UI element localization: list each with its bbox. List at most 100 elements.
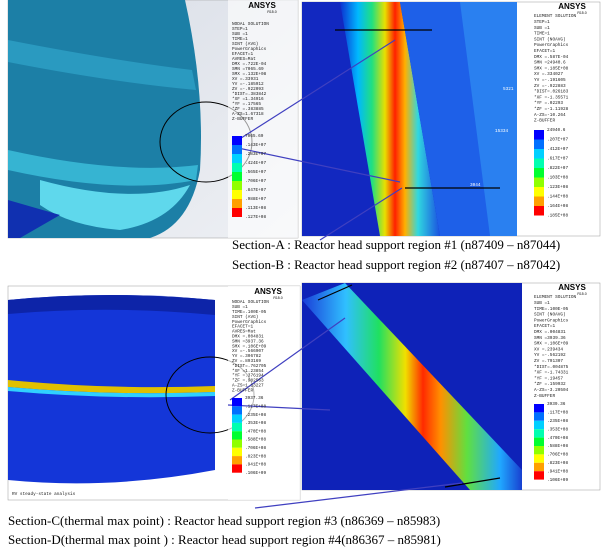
logo: ANSYS xyxy=(248,1,276,10)
legend-label: .941E+08 xyxy=(547,469,568,474)
solution-info: *ZF =-1.11928 xyxy=(534,107,569,112)
legend-swatch xyxy=(232,190,242,199)
legend-label: .941E+08 xyxy=(245,463,266,468)
solution-info: SMX =.132E+08 xyxy=(232,72,267,77)
legend-swatch xyxy=(232,154,242,163)
legend-swatch xyxy=(534,139,544,149)
legend-label: .106E+09 xyxy=(245,471,266,476)
solution-info: STEP=1 xyxy=(534,20,550,25)
legend-swatch xyxy=(232,422,242,432)
solution-info: NODAL SOLUTION xyxy=(232,22,269,27)
node-label: 5321 xyxy=(503,87,514,92)
solution-info: XV =.239434 xyxy=(534,347,563,352)
solution-info: *ZF =.383885 xyxy=(232,107,264,112)
legend-swatch xyxy=(534,404,544,413)
solution-info: SUB =1 xyxy=(232,32,248,37)
legend-swatch xyxy=(232,172,242,181)
solution-info: STEP=1 xyxy=(232,27,248,32)
legend-label: .143E+07 xyxy=(245,143,266,148)
solution-info: *ZF =.982563 xyxy=(232,379,264,384)
legend-label: .706E+08 xyxy=(245,446,266,451)
legend-label: .706E+08 xyxy=(547,453,568,458)
solution-info: SMN =3939.36 xyxy=(534,336,566,341)
solution-info: SUB =1 xyxy=(232,305,248,310)
legend-swatch xyxy=(232,163,242,172)
solution-info: PowerGraphics xyxy=(232,320,267,325)
legend-swatch xyxy=(534,420,544,430)
legend-swatch xyxy=(534,130,544,140)
legend-label: .235E+08 xyxy=(547,419,568,424)
legend-swatch xyxy=(232,406,242,415)
solution-info: EFACET=1 xyxy=(534,49,555,54)
legend-swatch xyxy=(534,437,544,446)
solution-info: *XF =1.23854 xyxy=(232,369,264,374)
solution-info: SINT (AVG) xyxy=(232,315,258,320)
solution-info: *DIST=.762705 xyxy=(232,364,267,369)
caption: Section-A : Reactor head support region … xyxy=(232,237,560,252)
solution-info: XV =-.566907 xyxy=(232,349,264,354)
legend-swatch xyxy=(534,462,544,472)
legend-label: .470E+08 xyxy=(547,436,568,441)
caption: Section-B : Reactor head support region … xyxy=(232,257,560,272)
solution-info: YV =-.562192 xyxy=(534,353,566,358)
solution-info: *XF =-1.74331 xyxy=(534,371,569,376)
legend-label: .353E+08 xyxy=(245,421,266,426)
legend-label: .353E+08 xyxy=(547,427,568,432)
solution-info: ZV =.893169 xyxy=(232,359,261,364)
solution-info: *ZF =.159932 xyxy=(534,382,566,387)
legend-label: 7065.69 xyxy=(245,134,264,139)
solution-info: A-ZS=1.67318 xyxy=(232,112,264,117)
solution-info: YV =.306782 xyxy=(232,354,261,359)
solution-info: Z-BUFFER xyxy=(534,119,555,124)
legend-label: .424E+07 xyxy=(245,161,266,166)
solution-info: ZV =.791307 xyxy=(534,359,563,364)
pointer-lines xyxy=(227,39,463,509)
solution-info: *DIST=.383842 xyxy=(232,92,267,97)
solution-info: SUB =1 xyxy=(534,26,550,31)
version: R15.0 xyxy=(577,11,586,15)
solution-info: DMX =.587E-04 xyxy=(534,55,569,60)
solution-info: *YF =.376194 xyxy=(232,374,264,379)
solution-info: PowerGraphics xyxy=(534,43,569,48)
version: R15.0 xyxy=(267,10,276,14)
solution-info: YV =-.191605 xyxy=(534,78,566,83)
solution-info: Z-BUFFER xyxy=(534,394,555,399)
legend-swatch xyxy=(232,208,242,217)
legend-swatch xyxy=(232,398,242,407)
legend-swatch xyxy=(232,181,242,190)
legend-label: .617E+07 xyxy=(547,157,568,162)
legend-swatch xyxy=(534,412,544,421)
legend-swatch xyxy=(534,168,544,178)
legend-label: .588E+08 xyxy=(547,444,568,449)
solution-info: SMX =.106E+09 xyxy=(534,342,569,347)
node-label: 15334 xyxy=(495,129,509,134)
legend-swatch xyxy=(232,145,242,154)
solution-info: SINT (AVG) xyxy=(232,42,258,47)
legend-swatch xyxy=(534,454,544,463)
legend-label: .823E+08 xyxy=(547,461,568,466)
legend-label: .565E+07 xyxy=(245,170,266,175)
solution-info: ZV =-.922093 xyxy=(232,87,264,92)
solution-info: ELEMENT SOLUTION xyxy=(534,295,577,300)
logo: ANSYS xyxy=(558,283,586,292)
solution-info: A-ZS=-3.20504 xyxy=(534,388,569,393)
legend-label: .588E+08 xyxy=(245,438,266,443)
legend-label: .113E+08 xyxy=(245,206,266,211)
solution-info: *YF =.02293 xyxy=(534,101,563,106)
solution-info: YV =-.185912 xyxy=(232,82,264,87)
solution-info: XV =.33931 xyxy=(232,77,259,82)
solution-info: SMN =3937.36 xyxy=(232,339,264,344)
legend-label: .123E+08 xyxy=(547,185,568,190)
legend-label: .106E+09 xyxy=(547,478,568,483)
legend-label: .470E+08 xyxy=(245,429,266,434)
legend-label: .235E+08 xyxy=(245,413,266,418)
solution-info: TIME=1 xyxy=(232,37,248,42)
legend-swatch xyxy=(232,136,242,145)
legend-swatch xyxy=(232,456,242,465)
solution-info: SUB =1 xyxy=(534,301,550,306)
legend-label: .185E+08 xyxy=(547,214,568,219)
legend-label: .164E+08 xyxy=(547,204,568,209)
panel-1 xyxy=(7,0,299,239)
caption: Section-D(thermal max point ) : Reactor … xyxy=(8,532,441,547)
legend-swatch xyxy=(534,149,544,159)
